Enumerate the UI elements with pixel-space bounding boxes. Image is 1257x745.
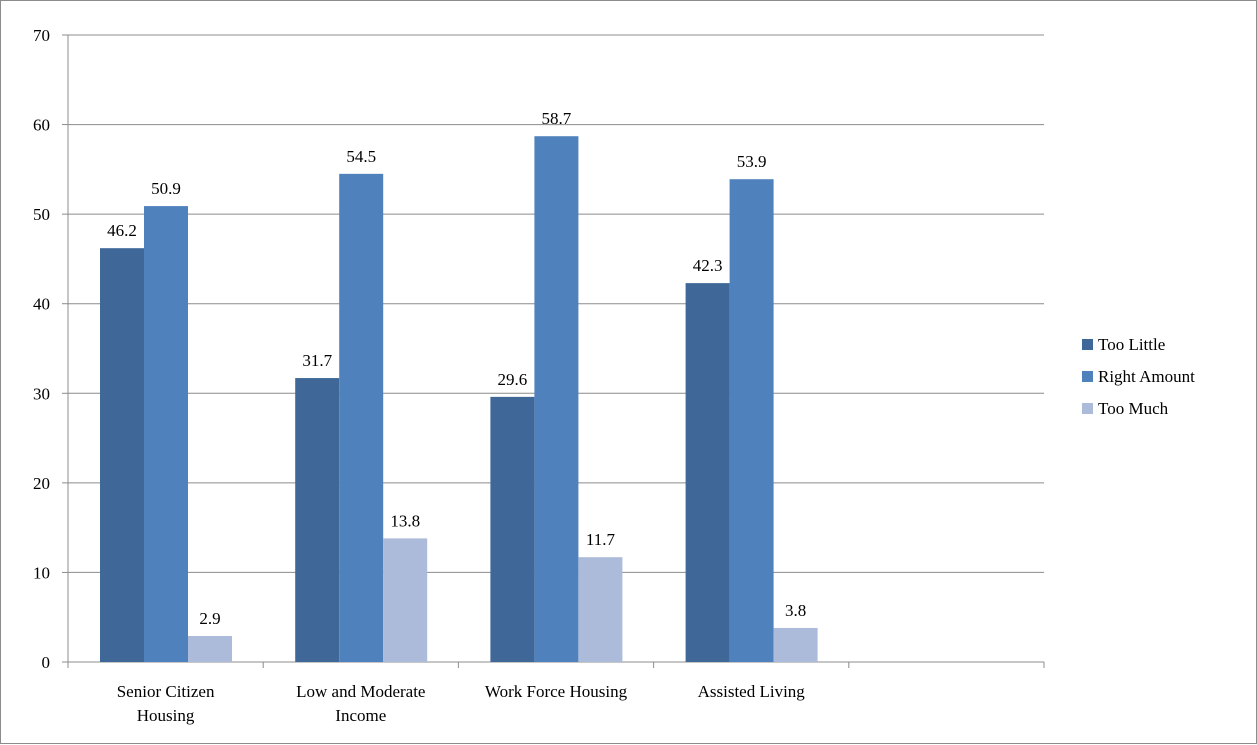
bar xyxy=(188,636,232,662)
x-category-label: Assisted Living xyxy=(698,682,806,701)
data-label: 29.6 xyxy=(498,370,528,389)
data-label: 53.9 xyxy=(737,152,767,171)
bar xyxy=(100,248,144,662)
data-label: 58.7 xyxy=(542,109,572,128)
legend-swatch xyxy=(1082,371,1093,382)
bar xyxy=(773,627,818,662)
x-category-label: Senior Citizen Housing xyxy=(117,682,215,725)
data-label: 11.7 xyxy=(586,530,616,549)
y-tick-label: 50 xyxy=(33,205,50,224)
y-tick-label: 40 xyxy=(33,295,50,314)
data-label: 13.8 xyxy=(390,511,420,530)
legend-label: Right Amount xyxy=(1098,367,1195,386)
y-axis-tick-labels: 0 10 20 30 40 50 60 70 xyxy=(33,26,50,672)
data-label: 2.9 xyxy=(199,609,220,628)
y-tick-label: 0 xyxy=(42,653,51,672)
bar xyxy=(144,206,188,662)
x-axis-category-labels: Senior Citizen Housing Low and Moderate Inc… xyxy=(117,682,806,725)
x-category-label: Work Force Housing xyxy=(485,682,628,701)
legend-label: Too Little xyxy=(1098,335,1165,354)
data-label: 31.7 xyxy=(302,351,332,370)
legend-swatch xyxy=(1082,403,1093,414)
bar xyxy=(339,173,384,663)
x-category-label: Low and Moderate Income xyxy=(296,682,425,725)
data-labels: 46.2 31.7 29.6 42.3 50.9 54.5 58.7 53.9 2.9 13.8 1… xyxy=(107,109,806,628)
y-tick-label: 60 xyxy=(33,116,50,135)
bar xyxy=(490,396,535,662)
data-label: 54.5 xyxy=(346,147,376,166)
y-tick-label: 10 xyxy=(33,563,50,582)
data-label: 50.9 xyxy=(151,179,181,198)
data-label: 46.2 xyxy=(107,221,137,240)
y-tick-label: 20 xyxy=(33,474,50,493)
y-tick-label: 70 xyxy=(33,26,50,45)
bar xyxy=(685,283,730,662)
bar xyxy=(295,378,340,662)
bar xyxy=(534,136,579,663)
bar xyxy=(383,538,428,662)
bars xyxy=(100,136,818,663)
y-tick-label: 30 xyxy=(33,384,50,403)
bar xyxy=(729,179,774,662)
legend-label: Too Much xyxy=(1098,399,1169,418)
bar xyxy=(578,557,623,662)
data-label: 3.8 xyxy=(785,601,806,620)
data-label: 42.3 xyxy=(693,256,723,275)
legend-swatch xyxy=(1082,339,1093,350)
legend: Too Little Right Amount Too Much xyxy=(1082,335,1195,418)
